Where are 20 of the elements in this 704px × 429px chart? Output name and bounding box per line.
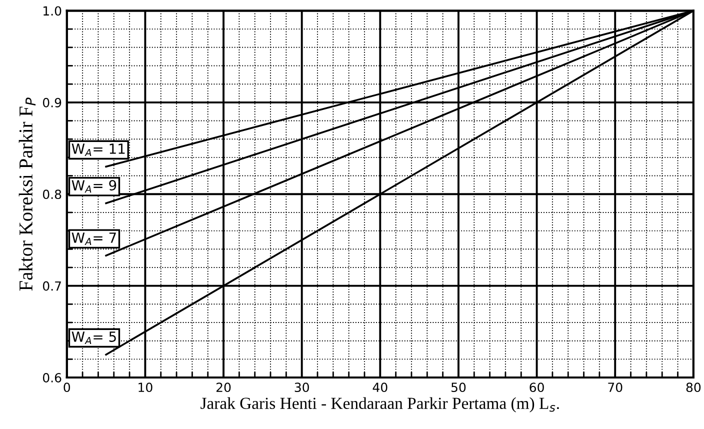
series-label: W$_{A}$= 5 <box>72 332 116 344</box>
y-tick-label: 0.6 <box>42 372 62 382</box>
x-axis-title: Jarak Garis Henti - Kendaraan Parkir Pertama (m) L$_{s}$. <box>200 397 559 412</box>
x-tick-label: 20 <box>216 382 231 392</box>
x-tick-label: 30 <box>294 382 309 392</box>
series-label: W$_{A}$= 7 <box>72 232 116 245</box>
y-axis-title: Faktor Koreksi Parkir F$_{P}$ <box>18 98 36 291</box>
x-tick-label: 50 <box>451 382 466 392</box>
x-tick-label: 70 <box>608 382 622 392</box>
x-tick-label: 40 <box>372 382 388 392</box>
y-tick-label: 0.8 <box>42 190 62 200</box>
x-tick-label: 10 <box>138 382 152 392</box>
x-tick-label: 80 <box>686 382 701 392</box>
y-tick-label: 0.9 <box>42 98 62 108</box>
series-label: W$_{A}$= 9 <box>72 180 116 193</box>
series-label: W$_{A}$= 11 <box>72 144 125 156</box>
y-tick-label: 0.7 <box>42 281 61 291</box>
x-tick-label: 0 <box>64 382 70 392</box>
y-tick-label: 1.0 <box>44 6 62 16</box>
x-tick-label: 60 <box>530 382 544 392</box>
